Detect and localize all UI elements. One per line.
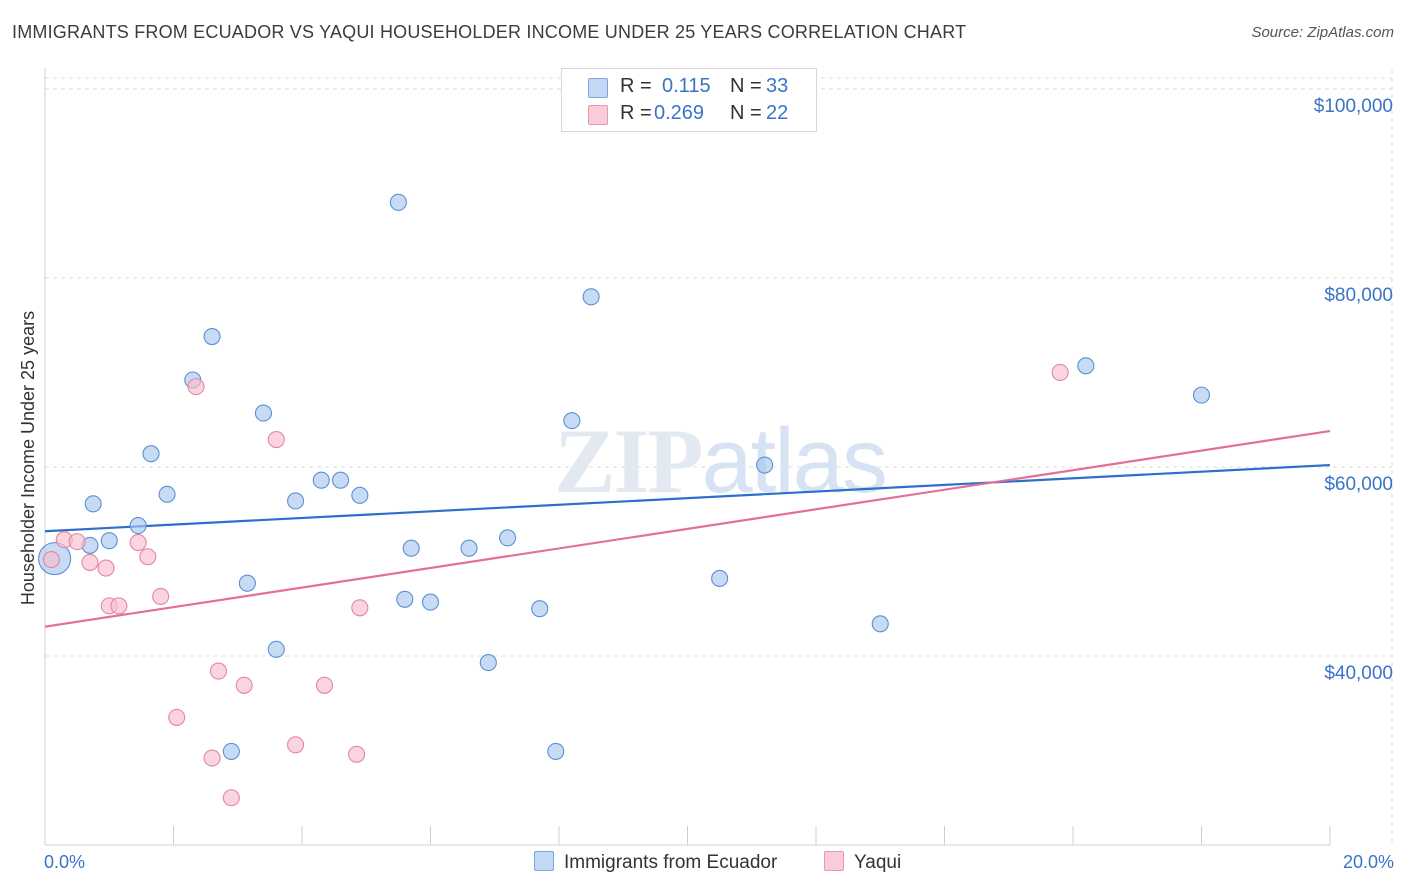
point-ecuador (100, 532, 118, 550)
point-yaqui (315, 676, 334, 694)
point-yaqui (97, 559, 115, 577)
point-yaqui (187, 378, 205, 396)
point-yaqui (168, 708, 186, 726)
point-ecuador (460, 539, 478, 557)
point-ecuador (84, 495, 102, 513)
point-ecuador (389, 193, 407, 211)
point-ecuador (1077, 357, 1095, 375)
r-label: R = (620, 102, 652, 124)
point-yaqui (351, 599, 369, 617)
y-tick-labels: $100,000 $80,000 $60,000 $40,000 (1314, 96, 1393, 684)
swatch-yaqui-icon (588, 105, 608, 125)
point-ecuador (499, 529, 517, 547)
trend-line-ecuador (44, 463, 1331, 533)
point-yaqui (348, 745, 366, 763)
point-yaqui (152, 587, 170, 605)
point-yaqui (42, 551, 60, 569)
legend-swatch-ecuador-icon (534, 851, 554, 871)
point-ecuador (203, 327, 221, 346)
point-ecuador (402, 539, 420, 557)
n-label: N = (730, 102, 762, 124)
point-ecuador (238, 574, 256, 592)
n-value: 22 (766, 102, 789, 124)
point-ecuador (756, 456, 774, 474)
point-ecuador (129, 516, 147, 535)
point-ecuador (479, 654, 497, 672)
point-ecuador (421, 593, 440, 611)
point-ecuador (287, 492, 305, 510)
legend-label-yaqui: Yaqui (854, 852, 902, 873)
point-yaqui (287, 736, 305, 754)
point-ecuador (142, 445, 160, 463)
point-yaqui (222, 789, 240, 807)
point-ecuador (254, 404, 273, 422)
legend-item-ecuador[interactable]: Immigrants from Ecuador (534, 851, 777, 874)
legend-item-yaqui[interactable]: Yaqui (824, 851, 901, 874)
point-ecuador (1192, 386, 1211, 404)
y-tick-label: $100,000 (1314, 96, 1393, 117)
point-ecuador (222, 742, 240, 760)
y-tick-label: $80,000 (1324, 285, 1393, 306)
point-yaqui (81, 553, 99, 571)
point-ecuador (547, 742, 565, 760)
point-ecuador (563, 412, 581, 430)
legend-label-ecuador: Immigrants from Ecuador (564, 852, 778, 873)
point-ecuador (267, 640, 285, 658)
watermark-zip: ZIP (554, 410, 701, 512)
point-yaqui (68, 533, 86, 551)
point-yaqui (1051, 363, 1069, 381)
swatch-ecuador-icon (588, 78, 608, 98)
axes (44, 68, 1331, 846)
y-tick-label: $60,000 (1324, 474, 1393, 495)
point-yaqui (203, 749, 221, 767)
source-label: Source: ZipAtlas.com (1251, 24, 1394, 41)
r-value: 0.269 (654, 102, 705, 124)
n-label: N = (730, 75, 762, 97)
r-label: R = (620, 75, 652, 97)
trend-lines (44, 429, 1331, 628)
chart-title: IMMIGRANTS FROM ECUADOR VS YAQUI HOUSEHO… (12, 22, 967, 42)
point-yaqui (110, 597, 128, 615)
scatter-points (38, 193, 1211, 807)
x-tick-label-min: 0.0% (44, 852, 86, 872)
y-axis-title: Householder Income Under 25 years (18, 311, 38, 605)
point-ecuador (711, 569, 729, 588)
point-ecuador (312, 471, 330, 489)
trend-line-yaqui (44, 429, 1331, 628)
point-ecuador (331, 471, 350, 489)
y-tick-label: $40,000 (1324, 663, 1393, 684)
point-ecuador (871, 615, 889, 633)
n-value: 33 (766, 75, 789, 97)
x-tick-label-max: 20.0% (1342, 852, 1394, 872)
legend-swatch-yaqui-icon (824, 851, 844, 871)
point-yaqui (235, 676, 253, 694)
point-ecuador (396, 590, 414, 608)
point-ecuador (531, 600, 549, 618)
point-yaqui (267, 430, 285, 449)
r-value: 0.115 (662, 75, 711, 97)
point-ecuador (158, 485, 176, 503)
point-yaqui (129, 534, 147, 552)
point-ecuador (582, 288, 600, 306)
point-yaqui (209, 662, 228, 680)
stats-legend: R = 0.115 N = 33 R = 0.269 N = 22 (561, 68, 817, 132)
point-yaqui (139, 548, 157, 566)
point-ecuador (351, 486, 369, 504)
